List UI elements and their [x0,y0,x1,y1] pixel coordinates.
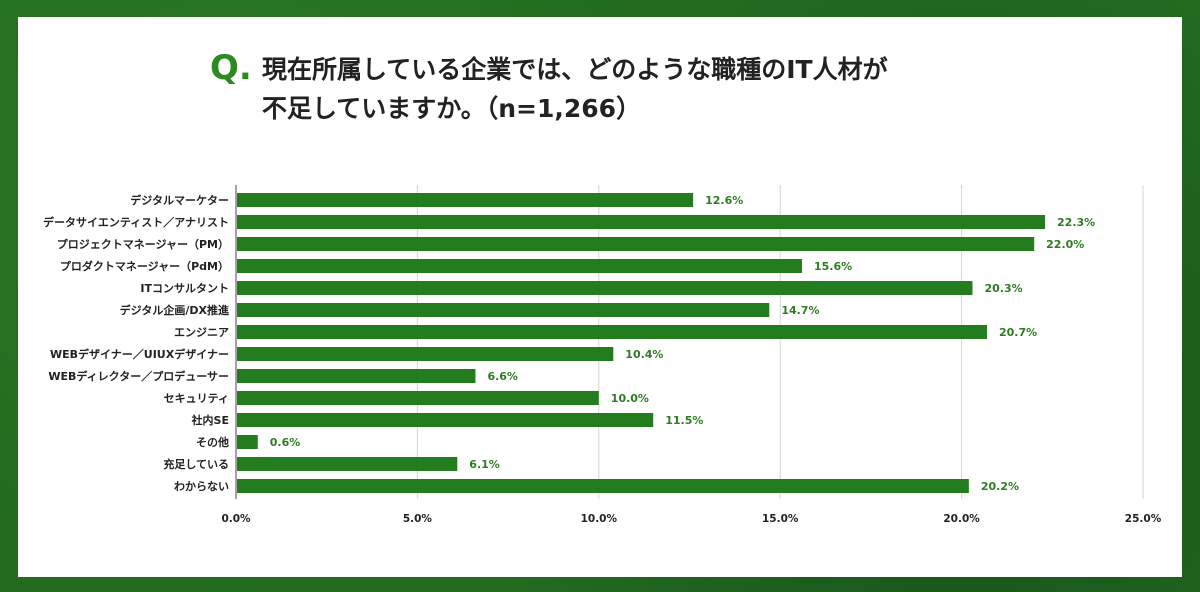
bar [237,347,614,361]
value-label: 10.0% [611,392,649,405]
category-label: 充足している [163,457,229,471]
value-label: 22.0% [1046,238,1084,251]
category-label: データサイエンティスト／アナリスト [43,215,229,229]
category-label: プロジェクトマネージャー（PM） [57,237,229,251]
category-label: デジタルマーケター [130,193,229,207]
value-label: 0.6% [270,436,301,449]
bar [237,237,1035,251]
tick-layer: 0.0% 5.0% 10.0% 15.0% 20.0% 25.0% [221,513,1161,525]
value-label: 12.6% [705,194,743,207]
grid-layer [235,185,1144,499]
value-label: 22.3% [1057,216,1095,229]
x-tick-label: 0.0% [221,513,251,525]
category-label: 社内SE [191,413,229,427]
bar [237,193,694,207]
category-label: その他 [196,435,229,449]
category-label: WEBデザイナー／UIUXデザイナー [50,347,229,361]
value-label: 20.7% [999,326,1037,339]
bar [237,413,654,427]
question-mark: Q. [210,48,252,88]
x-tick-label: 25.0% [1125,513,1162,525]
bar [237,281,973,295]
bar [237,391,599,405]
category-label: プロダクトマネージャー（PdM） [60,259,229,273]
value-label: 14.7% [781,304,819,317]
category-label: わからない [174,480,229,493]
value-label: 6.6% [487,370,518,383]
category-label: デジタル企画/DX推進 [120,303,230,317]
value-label: 15.6% [814,260,852,273]
bar [237,479,969,493]
bar [237,457,458,471]
bar [237,325,987,339]
x-tick-label: 20.0% [943,513,980,525]
question-title: 現在所属している企業では、どのような職種のIT人材が 不足していますか。（n=1… [262,50,1082,128]
x-tick-label: 5.0% [403,513,433,525]
category-label: エンジニア [174,326,229,339]
bar [237,303,770,317]
question-title-line2: 不足していますか。（n=1,266） [262,94,642,123]
category-label: WEBディレクター／プロデューサー [48,369,229,383]
bar-layer [237,193,1046,493]
bar [237,369,476,383]
value-label: 6.1% [469,458,500,471]
question-title-line1: 現在所属している企業では、どのような職種のIT人材が [262,55,888,84]
bar [237,259,802,273]
category-label: ITコンサルタント [140,282,229,295]
bar [237,435,258,449]
x-tick-label: 15.0% [762,513,799,525]
value-label: 20.3% [984,282,1022,295]
bar [237,215,1046,229]
x-tick-label: 10.0% [581,513,618,525]
label-layer: デジタルマーケター 12.6% データサイエンティスト／アナリスト 22.3% プロジェ… [43,193,1095,493]
category-label: セキュリティ [164,392,229,405]
value-label: 11.5% [665,414,703,427]
value-label: 20.2% [981,480,1019,493]
value-label: 10.4% [625,348,663,361]
